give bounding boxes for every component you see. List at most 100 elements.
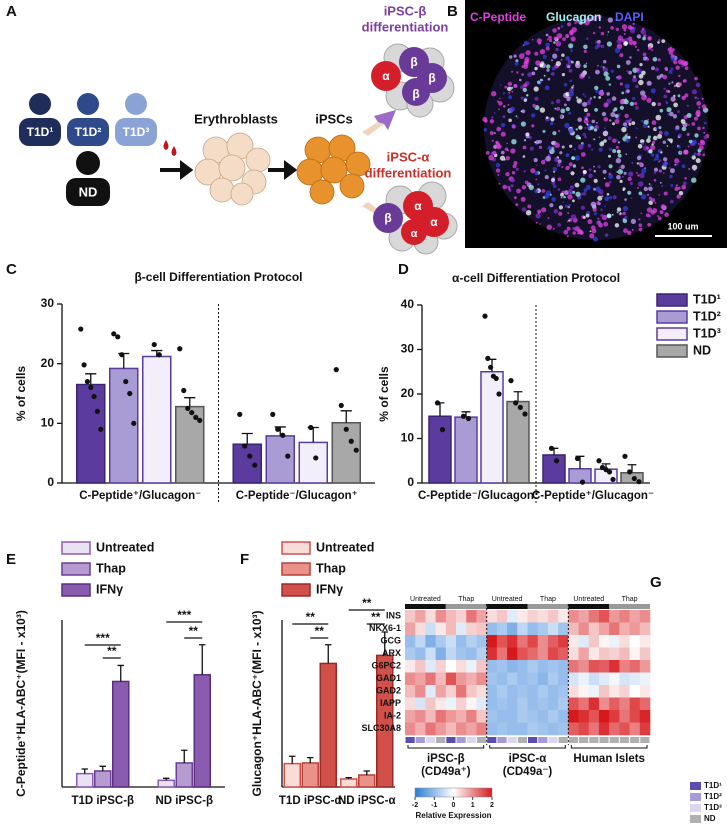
cell-dot [686,132,690,136]
cell-dot [567,22,572,27]
cell-dot [618,166,621,169]
cell-dot [650,88,656,94]
cell-dot [675,184,678,187]
heatmap-cell [405,610,416,623]
x-tick-label: C-Peptide⁺/Glucagon⁻ [532,490,654,502]
colorbar-tick-label: -2 [412,802,418,809]
error-bar [184,397,196,407]
cell-dot [676,163,679,166]
cell-dot [658,216,662,221]
heatmap-cell [425,697,436,711]
x-tick-label: C-Peptide⁻/Glucagon⁺ [236,490,358,502]
cell-dot [561,53,565,57]
cell-dot [570,214,577,220]
cell-dot [521,109,526,114]
bar [112,680,130,788]
cell-dot [653,178,657,182]
cell-dot [520,121,527,127]
cell-dot [622,122,628,127]
heatmap-header [405,604,650,609]
donor-strip [415,737,425,743]
erythroblast-cluster [194,132,271,206]
heatmap-cell [629,635,641,648]
cell-dot [658,126,662,130]
cell-dot [568,91,574,97]
data-point [636,479,642,485]
cell-dot [523,170,526,173]
panel-label: D [398,261,409,278]
cell-dot [642,124,647,128]
cell-dot [551,59,553,62]
cell-dot [673,84,677,88]
heatmap-cell [456,635,467,648]
cell-dot [615,139,618,142]
cell-dot [670,168,675,174]
data-point [493,375,499,382]
heatmap-cell [517,660,528,673]
colorbar [414,787,493,798]
cell-dot [547,217,550,220]
cell-dot [593,170,596,173]
cell-dot [693,169,696,171]
cell-dot [513,196,517,200]
cell-dot [660,204,666,210]
heatmap-cell [415,685,426,698]
cell-dot [574,21,577,24]
heatmap-cell [527,622,539,636]
heatmap-cell [629,647,641,661]
heatmap-cell [558,647,569,661]
heatmap-cell [629,710,641,723]
cell-dot [657,215,659,218]
cell-dot [539,223,541,225]
cell-dot [601,195,604,198]
cell-dot [578,136,581,140]
cell-dot [566,220,569,223]
cell-dot [640,194,647,200]
data-point [574,455,581,462]
cell-dot [577,228,583,235]
cell-dot [569,79,573,83]
heatmap-cell [547,622,559,636]
cell-dot [616,207,622,212]
cell-dot [550,72,555,76]
cell-dot [524,180,529,185]
row-label: GAD2 [376,686,401,696]
cell-dot [624,99,629,105]
error-bar [85,373,97,385]
cell-dot [657,41,660,44]
alpha-cell [371,61,401,91]
cell-dot [584,95,587,98]
cell-dot [561,73,566,77]
heatmap-cell [547,722,559,736]
heatmap-cell [435,685,447,698]
cell-dot [533,86,539,92]
data-point [513,400,519,406]
group-label: (CD49a⁺) [421,766,471,778]
heatmap-cell [527,635,539,648]
cell-dot [544,175,549,180]
heatmap-cell [496,697,508,711]
cell-dot [516,116,519,119]
data-point [434,400,441,406]
cell-dot [560,58,563,61]
heatmap-cell [517,610,528,623]
heatmap-cell [639,635,651,648]
panel-label: C [6,261,17,278]
cell-dot [641,70,646,76]
cell-dot [612,122,615,126]
heatmap-cell [578,685,590,698]
ipsc-cluster [296,134,371,205]
cell-dot [541,61,545,65]
cell-dot [571,86,574,89]
cell-dot [586,17,592,23]
bar [428,415,452,484]
cell-dot [647,223,652,227]
heatmap-cell [456,622,467,636]
cell-dot [621,91,625,95]
cell-dot [663,157,668,162]
data-point [119,352,125,358]
cell-dot [608,83,611,86]
heatmap-cell [476,635,487,648]
cell-dot [659,182,662,184]
donor-head [76,151,100,175]
